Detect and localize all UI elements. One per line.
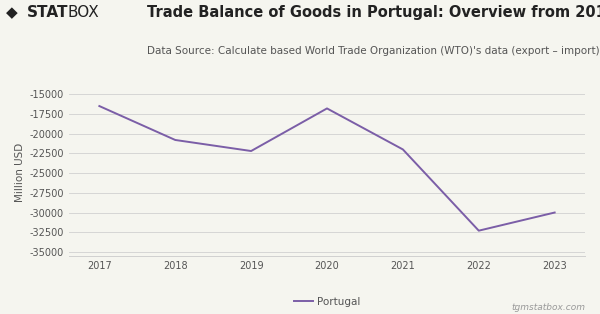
Legend: Portugal: Portugal [290, 293, 364, 311]
Y-axis label: Million USD: Million USD [16, 142, 25, 202]
Text: STAT: STAT [27, 5, 68, 20]
Text: ◆: ◆ [6, 5, 18, 20]
Text: tgmstatbox.com: tgmstatbox.com [511, 303, 585, 312]
Text: Trade Balance of Goods in Portugal: Overview from 2017 to 2023: Trade Balance of Goods in Portugal: Over… [147, 5, 600, 20]
Text: BOX: BOX [68, 5, 100, 20]
Text: Data Source: Calculate based World Trade Organization (WTO)'s data (export – imp: Data Source: Calculate based World Trade… [147, 46, 599, 56]
